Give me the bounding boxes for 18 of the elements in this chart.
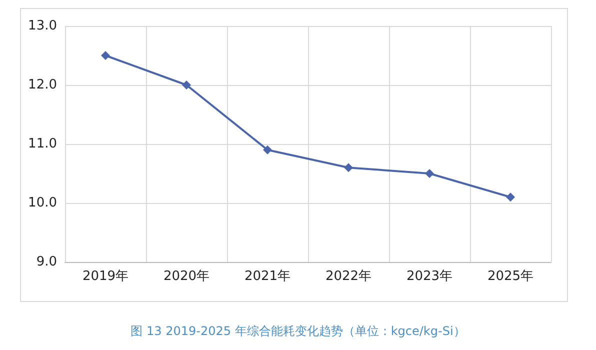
point [182, 80, 191, 90]
x-tick-label: 2023年 [406, 269, 453, 284]
y-tick-label: 10.0 [28, 196, 57, 210]
text: 图 13 2019-2025 年综合能耗变化趋势（单位：kgce/kg-Si） [130, 324, 466, 338]
x-tick-label: 2022年 [325, 269, 372, 284]
y-tick-label: 12.0 [28, 78, 57, 92]
point [425, 169, 434, 178]
point [263, 145, 272, 154]
x-tick-label: 2025年 [487, 269, 534, 284]
y-tick-label: 9.0 [36, 254, 57, 270]
point [344, 163, 353, 172]
x-tick-label: 2019年 [82, 269, 129, 284]
x-tick-label: 2020年 [163, 269, 210, 284]
y-tick-label: 11.0 [28, 136, 57, 152]
point [506, 192, 515, 202]
point [101, 51, 110, 60]
x-tick-label: 2021年 [244, 269, 291, 284]
y-tick-label: 13.0 [28, 18, 57, 34]
